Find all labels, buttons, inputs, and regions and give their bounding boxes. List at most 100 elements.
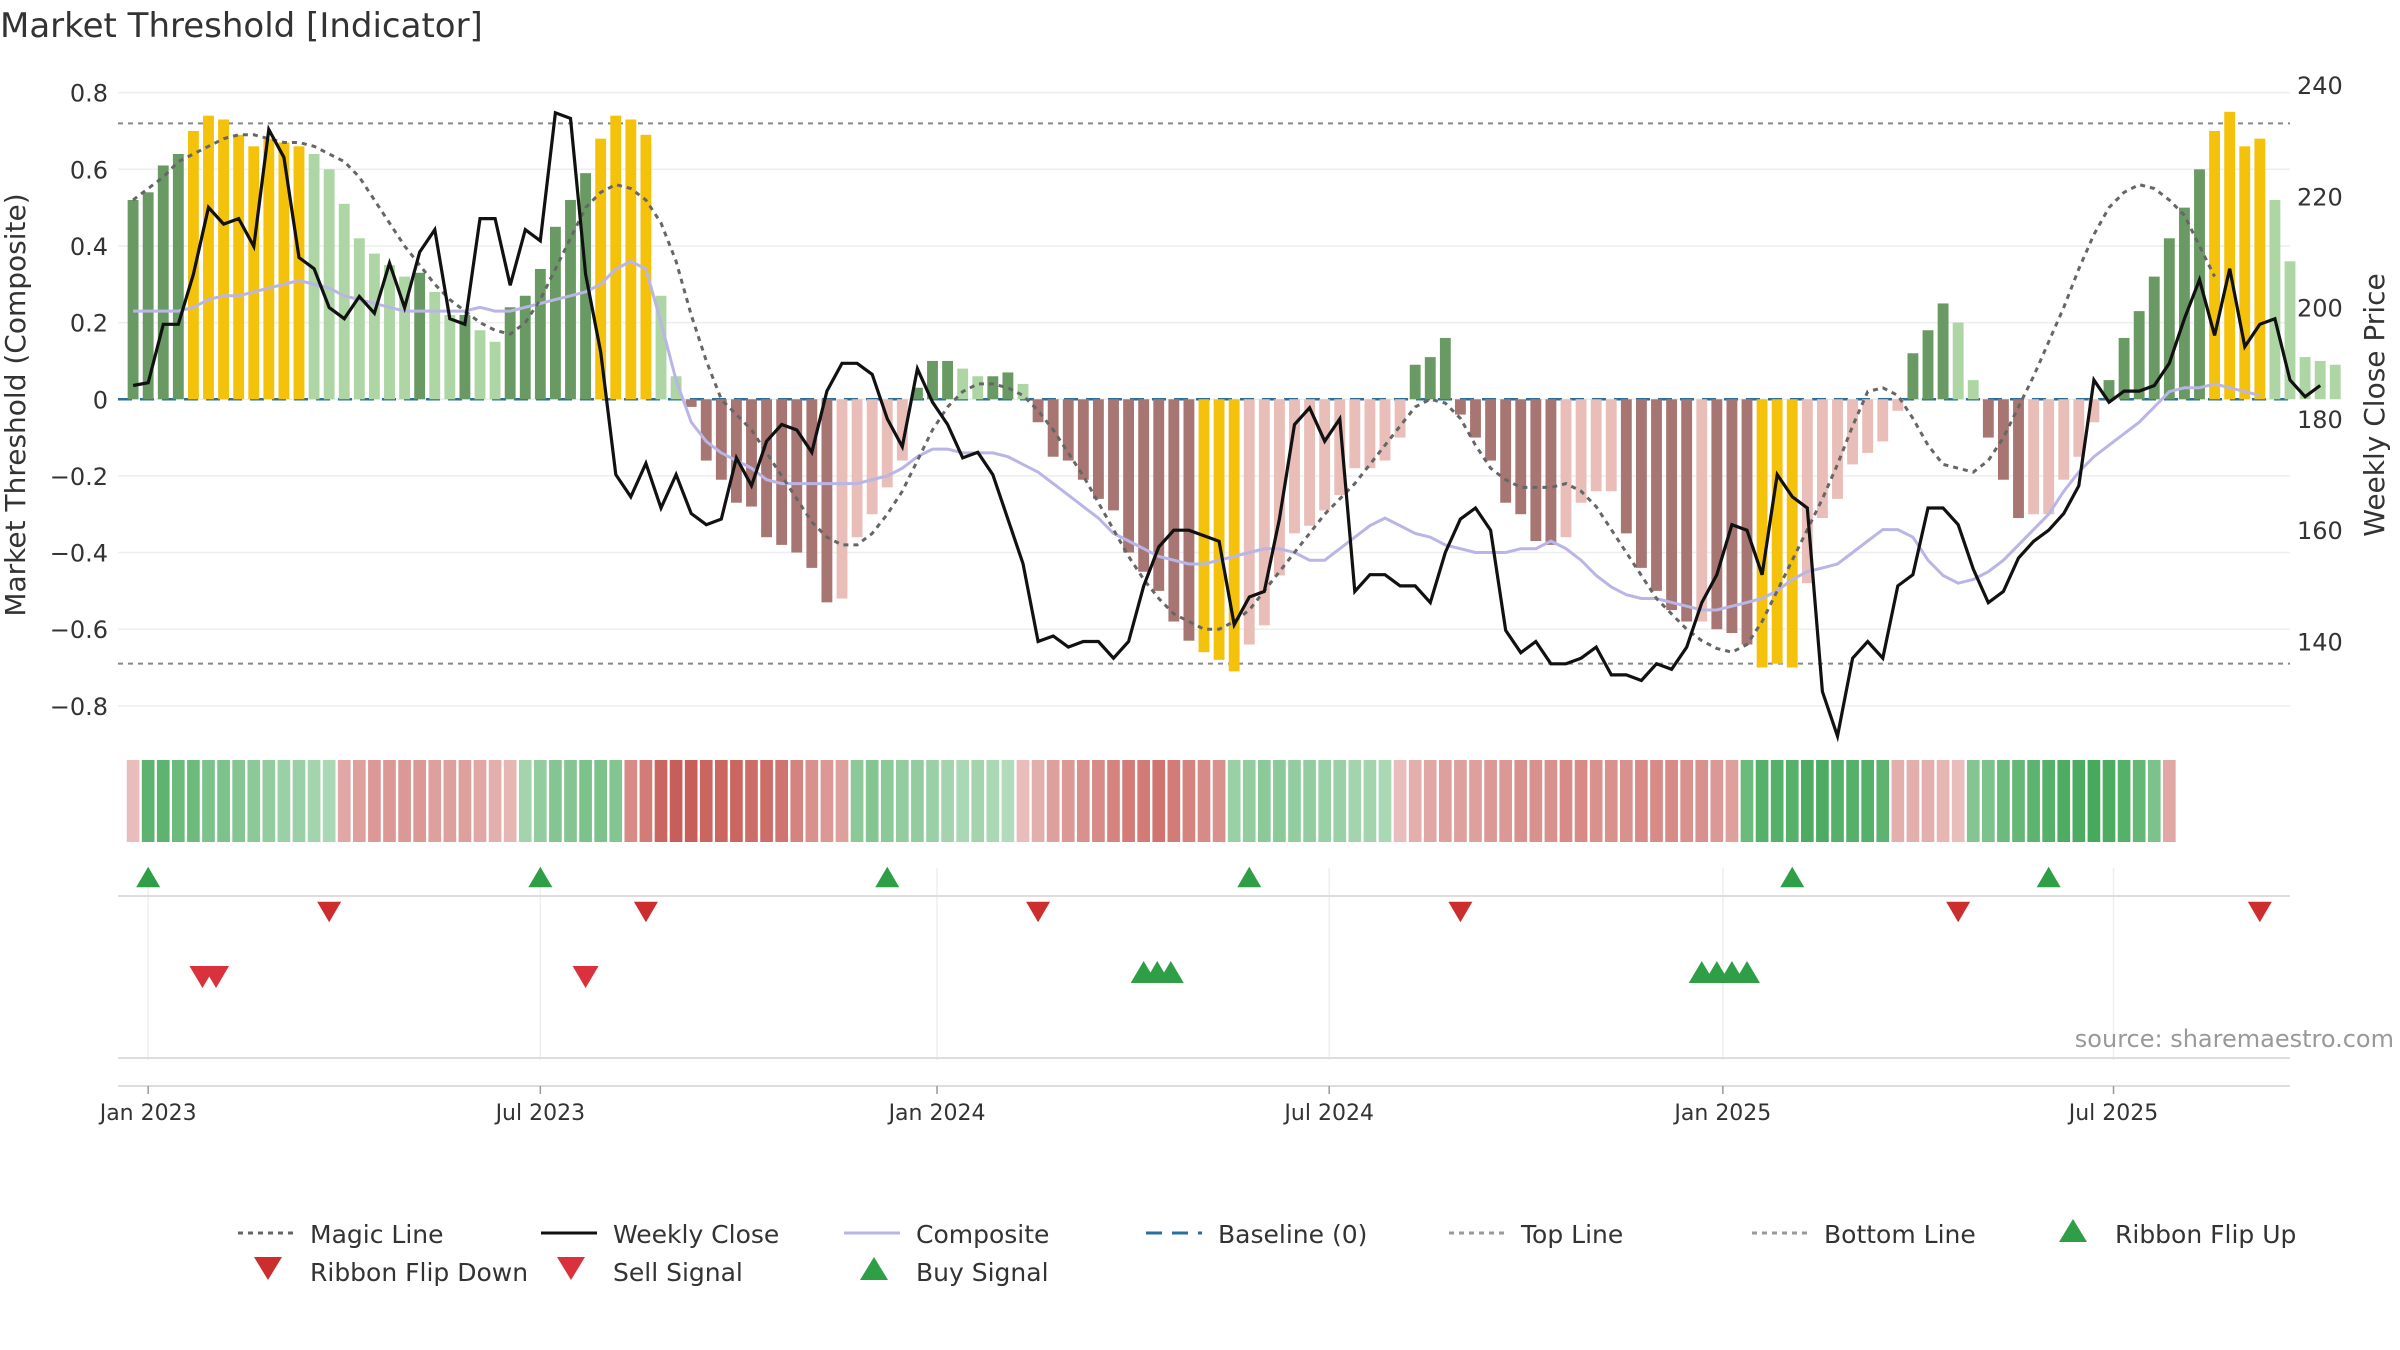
ribbon-segment xyxy=(1393,760,1407,842)
threshold-bar xyxy=(746,399,757,507)
ribbon-segment xyxy=(488,760,502,842)
ribbon-segment xyxy=(202,760,215,842)
threshold-bar xyxy=(715,399,727,480)
ribbon-segment xyxy=(684,760,698,842)
ribbon-segment xyxy=(1212,760,1226,842)
x-tick-label: Jan 2023 xyxy=(98,1101,197,1126)
ribbon-flip-up-marker xyxy=(1780,866,1805,888)
ribbon-segment xyxy=(1785,760,1799,842)
threshold-bar xyxy=(2163,238,2175,400)
ribbon-segment xyxy=(1891,760,1905,842)
ribbon-segment xyxy=(1816,760,1829,842)
threshold-bar xyxy=(1892,399,1904,411)
threshold-bar xyxy=(1696,399,1708,622)
ribbon-segment xyxy=(1921,760,1935,842)
ribbon-segment xyxy=(1016,760,1030,842)
threshold-bar xyxy=(670,376,682,400)
ribbon-segment xyxy=(1167,760,1181,842)
ribbon-segment xyxy=(1378,760,1392,842)
threshold-bar xyxy=(2073,399,2085,457)
threshold-bar xyxy=(1273,399,1285,576)
ribbon-segment xyxy=(549,760,562,842)
ribbon-segment xyxy=(941,760,954,842)
legend-label: Magic Line xyxy=(310,1220,444,1249)
threshold-bar xyxy=(187,130,199,400)
threshold-bar xyxy=(821,399,833,603)
threshold-bar xyxy=(1605,399,1617,492)
threshold-bar xyxy=(1334,399,1346,496)
ribbon-segment xyxy=(1076,760,1090,842)
legend-label: Ribbon Flip Up xyxy=(2115,1220,2296,1249)
ribbon-segment xyxy=(398,760,411,842)
ribbon-segment xyxy=(443,760,457,842)
ribbon-segment xyxy=(1363,760,1377,842)
ribbon-segment xyxy=(1438,760,1452,842)
threshold-bar xyxy=(942,360,954,400)
threshold-bar xyxy=(323,169,335,400)
threshold-bar xyxy=(1258,399,1270,626)
threshold-bar xyxy=(1801,399,1813,584)
threshold-bar xyxy=(203,115,214,400)
threshold-bar xyxy=(1002,372,1014,400)
ribbon-segment xyxy=(156,760,170,842)
ribbon-segment xyxy=(1288,760,1301,842)
threshold-bar xyxy=(1213,399,1225,660)
ribbon-segment xyxy=(1182,760,1196,842)
ribbon-segment xyxy=(1454,760,1467,842)
x-tick-label: Jan 2025 xyxy=(1672,1101,1771,1126)
ribbon-segment xyxy=(2027,760,2040,842)
threshold-bar xyxy=(1967,380,1979,400)
ribbon-segment xyxy=(2132,760,2146,842)
ribbon-segment xyxy=(579,760,592,842)
legend-swatch xyxy=(2059,1219,2087,1242)
threshold-bar xyxy=(384,265,395,400)
ribbon-flip-up-marker xyxy=(1237,866,1262,888)
ribbon-segment xyxy=(1710,760,1724,842)
ribbon-segment xyxy=(1906,760,1920,842)
threshold-bar xyxy=(127,199,139,400)
threshold-bar xyxy=(927,360,938,400)
threshold-bar xyxy=(2118,337,2130,400)
threshold-bar xyxy=(429,291,441,400)
y-tick-label: 0.4 xyxy=(70,233,108,261)
ribbon-segment xyxy=(805,760,819,842)
ribbon-segment xyxy=(1423,760,1437,842)
threshold-bars xyxy=(127,111,2341,672)
ribbon-segment xyxy=(1137,760,1151,842)
ribbon-segment xyxy=(503,760,517,842)
ribbon-segment xyxy=(1755,760,1769,842)
y2-axis-label: Weekly Close Price xyxy=(2358,273,2391,536)
threshold-bar xyxy=(2088,399,2100,423)
threshold-bar xyxy=(157,165,169,400)
y-tick-label: 0.6 xyxy=(70,156,108,184)
threshold-bar xyxy=(2224,111,2236,400)
threshold-bar xyxy=(625,119,637,400)
ribbon-segment xyxy=(714,760,728,842)
ribbon-segment xyxy=(639,760,653,842)
threshold-bar xyxy=(1982,399,1994,438)
y-tick-label: 0 xyxy=(93,386,108,414)
threshold-bar xyxy=(1651,399,1662,591)
threshold-bar xyxy=(293,146,305,400)
threshold-bar xyxy=(1922,330,1934,400)
threshold-bar xyxy=(610,115,622,400)
threshold-bar xyxy=(1304,399,1316,526)
y-axis-left: 0.8 0.6 0.4 0.2 0 −0.2 −0.4 −0.6 −0.8 xyxy=(50,80,108,721)
legend: Magic Line Weekly Close Composite Baseline … xyxy=(238,1219,2296,1287)
threshold-bar xyxy=(700,399,712,461)
ribbon-segment xyxy=(1650,760,1663,842)
ribbon-segment xyxy=(880,760,894,842)
legend-label: Buy Signal xyxy=(916,1258,1049,1287)
threshold-bar xyxy=(2058,399,2070,480)
threshold-bar xyxy=(987,376,999,400)
ribbon-segment xyxy=(956,760,970,842)
magic-line xyxy=(132,133,2216,654)
ribbon-segment xyxy=(368,760,381,842)
ribbon-segment xyxy=(1846,760,1859,842)
ribbon-segment xyxy=(865,760,879,842)
threshold-bar xyxy=(836,399,848,599)
ribbon-segment xyxy=(1469,760,1482,842)
ribbon-segment xyxy=(141,760,155,842)
chart-title: Market Threshold [Indicator] xyxy=(0,6,483,46)
ribbon-segment xyxy=(518,760,532,842)
